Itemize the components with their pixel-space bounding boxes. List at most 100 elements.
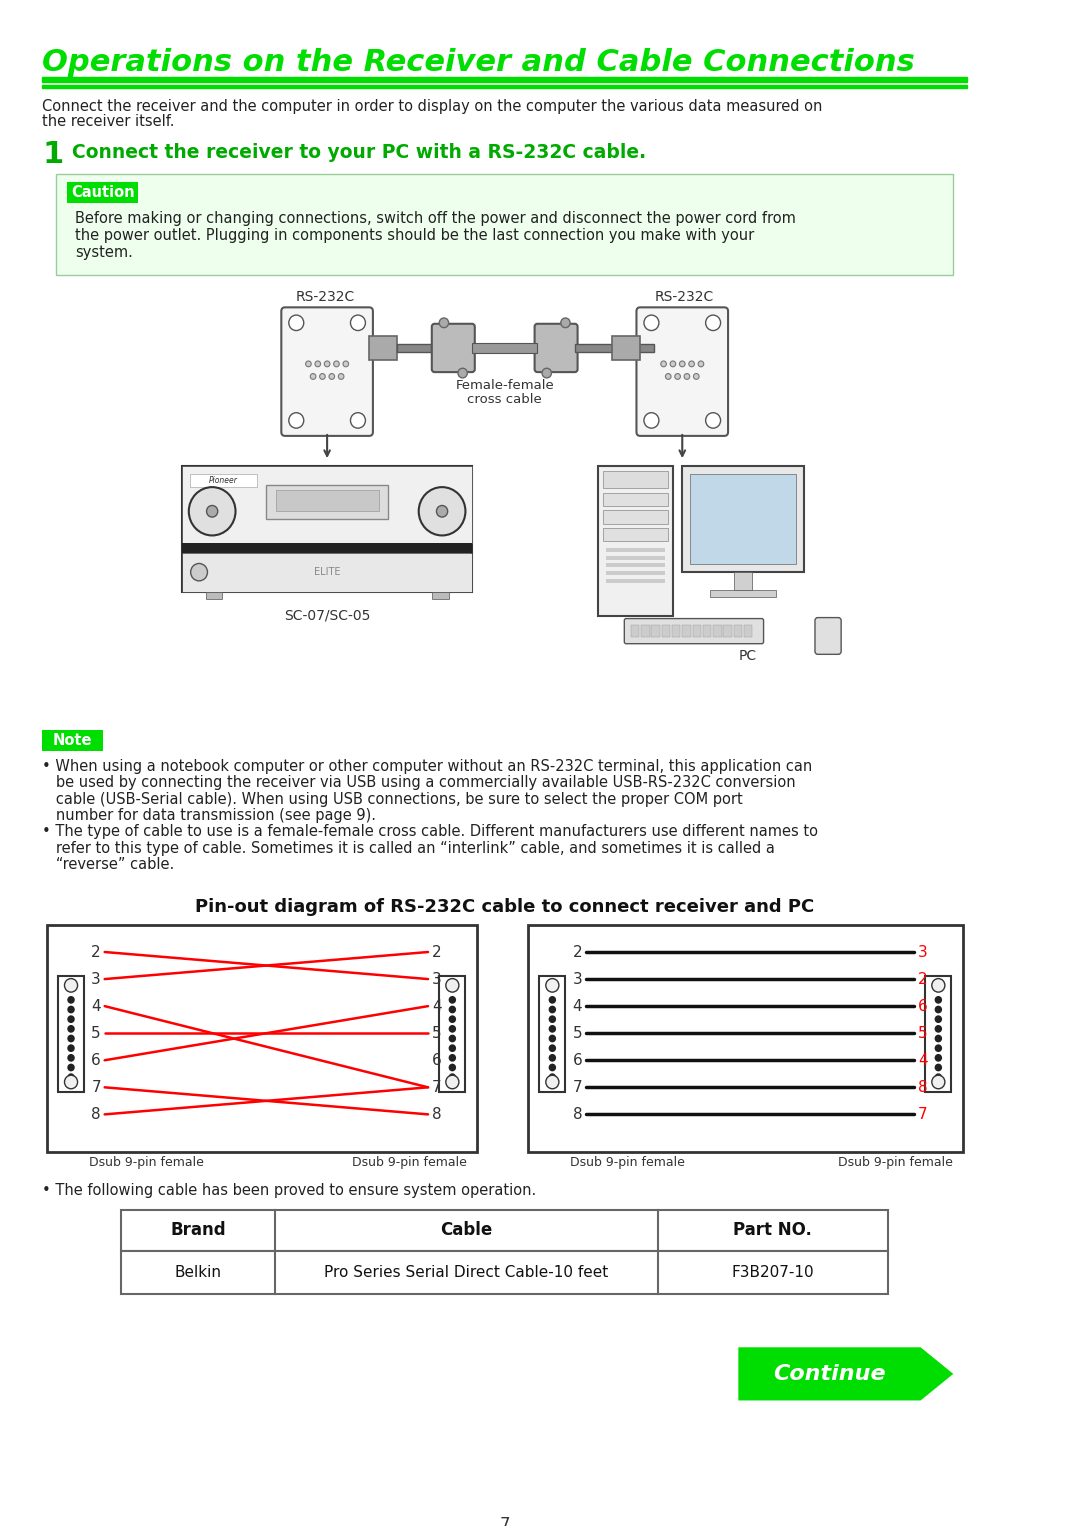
Bar	[432, 592, 448, 600]
Bar	[642, 626, 649, 636]
Text: 5: 5	[92, 1025, 100, 1041]
Circle shape	[705, 412, 720, 429]
Bar	[711, 589, 775, 597]
Circle shape	[320, 374, 325, 380]
Bar	[598, 465, 673, 615]
Circle shape	[698, 362, 704, 366]
Circle shape	[448, 1054, 456, 1062]
Circle shape	[689, 362, 694, 366]
Bar	[683, 465, 804, 572]
Bar	[606, 578, 665, 583]
FancyBboxPatch shape	[636, 307, 728, 436]
Bar	[539, 975, 566, 1091]
Bar	[183, 543, 472, 552]
Text: ELITE: ELITE	[314, 568, 340, 577]
Circle shape	[448, 1073, 456, 1080]
Circle shape	[67, 1015, 75, 1022]
Circle shape	[932, 1076, 945, 1088]
Bar	[603, 470, 669, 488]
Text: Part NO.: Part NO.	[733, 1221, 812, 1239]
Text: RS-232C: RS-232C	[296, 290, 355, 304]
Text: cable (USB-Serial cable). When using USB connections, be sure to select the prop: cable (USB-Serial cable). When using USB…	[42, 792, 743, 807]
Text: 7: 7	[92, 1080, 100, 1094]
Text: SC-07/SC-05: SC-07/SC-05	[284, 609, 370, 623]
Circle shape	[191, 563, 207, 581]
FancyBboxPatch shape	[535, 324, 578, 372]
Bar	[703, 626, 712, 636]
Bar	[631, 626, 639, 636]
Circle shape	[67, 1064, 75, 1071]
Bar	[42, 78, 968, 82]
Text: 2: 2	[918, 972, 928, 987]
Text: Dsub 9-pin female: Dsub 9-pin female	[89, 1155, 204, 1169]
Text: 6: 6	[572, 1053, 582, 1068]
Text: Pin-out diagram of RS-232C cable to connect receiver and PC: Pin-out diagram of RS-232C cable to conn…	[195, 897, 814, 916]
Circle shape	[436, 505, 448, 517]
Circle shape	[934, 1044, 942, 1051]
Bar	[267, 485, 388, 519]
Circle shape	[206, 505, 218, 517]
Bar	[190, 473, 257, 487]
Circle shape	[67, 996, 75, 1004]
Text: 7: 7	[432, 1080, 442, 1094]
Bar	[724, 626, 732, 636]
Bar	[42, 729, 103, 751]
Text: RS-232C: RS-232C	[654, 290, 714, 304]
Circle shape	[419, 487, 465, 536]
Bar	[603, 493, 669, 507]
Bar	[690, 473, 796, 565]
Bar	[926, 975, 951, 1091]
Circle shape	[549, 1025, 556, 1033]
Text: be used by connecting the receiver via USB using a commercially available USB-RS: be used by connecting the receiver via U…	[42, 775, 796, 790]
Text: 4: 4	[92, 998, 100, 1013]
Text: 3: 3	[432, 972, 442, 987]
Circle shape	[351, 412, 365, 429]
Bar	[121, 1210, 888, 1251]
Bar	[472, 343, 538, 353]
Circle shape	[675, 374, 680, 380]
Bar	[662, 626, 670, 636]
Text: number for data transmission (see page 9).: number for data transmission (see page 9…	[42, 807, 376, 823]
Circle shape	[549, 1015, 556, 1022]
Circle shape	[448, 996, 456, 1004]
Circle shape	[542, 368, 552, 378]
Text: 3: 3	[572, 972, 582, 987]
Text: Dsub 9-pin female: Dsub 9-pin female	[570, 1155, 685, 1169]
Text: Brand: Brand	[171, 1221, 226, 1239]
Circle shape	[549, 1006, 556, 1013]
Bar	[733, 572, 753, 589]
Text: 8: 8	[918, 1080, 928, 1094]
Bar	[606, 563, 665, 568]
Circle shape	[932, 978, 945, 992]
Circle shape	[315, 362, 321, 366]
Circle shape	[549, 996, 556, 1004]
Circle shape	[448, 1044, 456, 1051]
FancyBboxPatch shape	[432, 324, 475, 372]
Circle shape	[189, 487, 235, 536]
Bar	[56, 174, 954, 276]
Text: the receiver itself.: the receiver itself.	[42, 114, 175, 130]
Text: Dsub 9-pin female: Dsub 9-pin female	[352, 1155, 468, 1169]
Circle shape	[448, 1015, 456, 1022]
Bar	[42, 85, 968, 89]
Circle shape	[440, 317, 448, 328]
Bar	[651, 626, 660, 636]
Text: 5: 5	[572, 1025, 582, 1041]
Circle shape	[288, 412, 303, 429]
Circle shape	[324, 362, 329, 366]
Circle shape	[661, 362, 666, 366]
Bar	[397, 343, 476, 353]
Circle shape	[448, 1025, 456, 1033]
Circle shape	[67, 1073, 75, 1080]
Circle shape	[644, 314, 659, 331]
Circle shape	[448, 1035, 456, 1042]
Bar	[67, 182, 138, 203]
Bar	[612, 336, 640, 360]
Bar	[183, 465, 472, 592]
Circle shape	[288, 314, 303, 331]
Circle shape	[934, 1025, 942, 1033]
Bar	[692, 626, 701, 636]
Circle shape	[693, 374, 699, 380]
Text: Pioneer: Pioneer	[208, 476, 238, 485]
Text: PC: PC	[739, 650, 757, 664]
